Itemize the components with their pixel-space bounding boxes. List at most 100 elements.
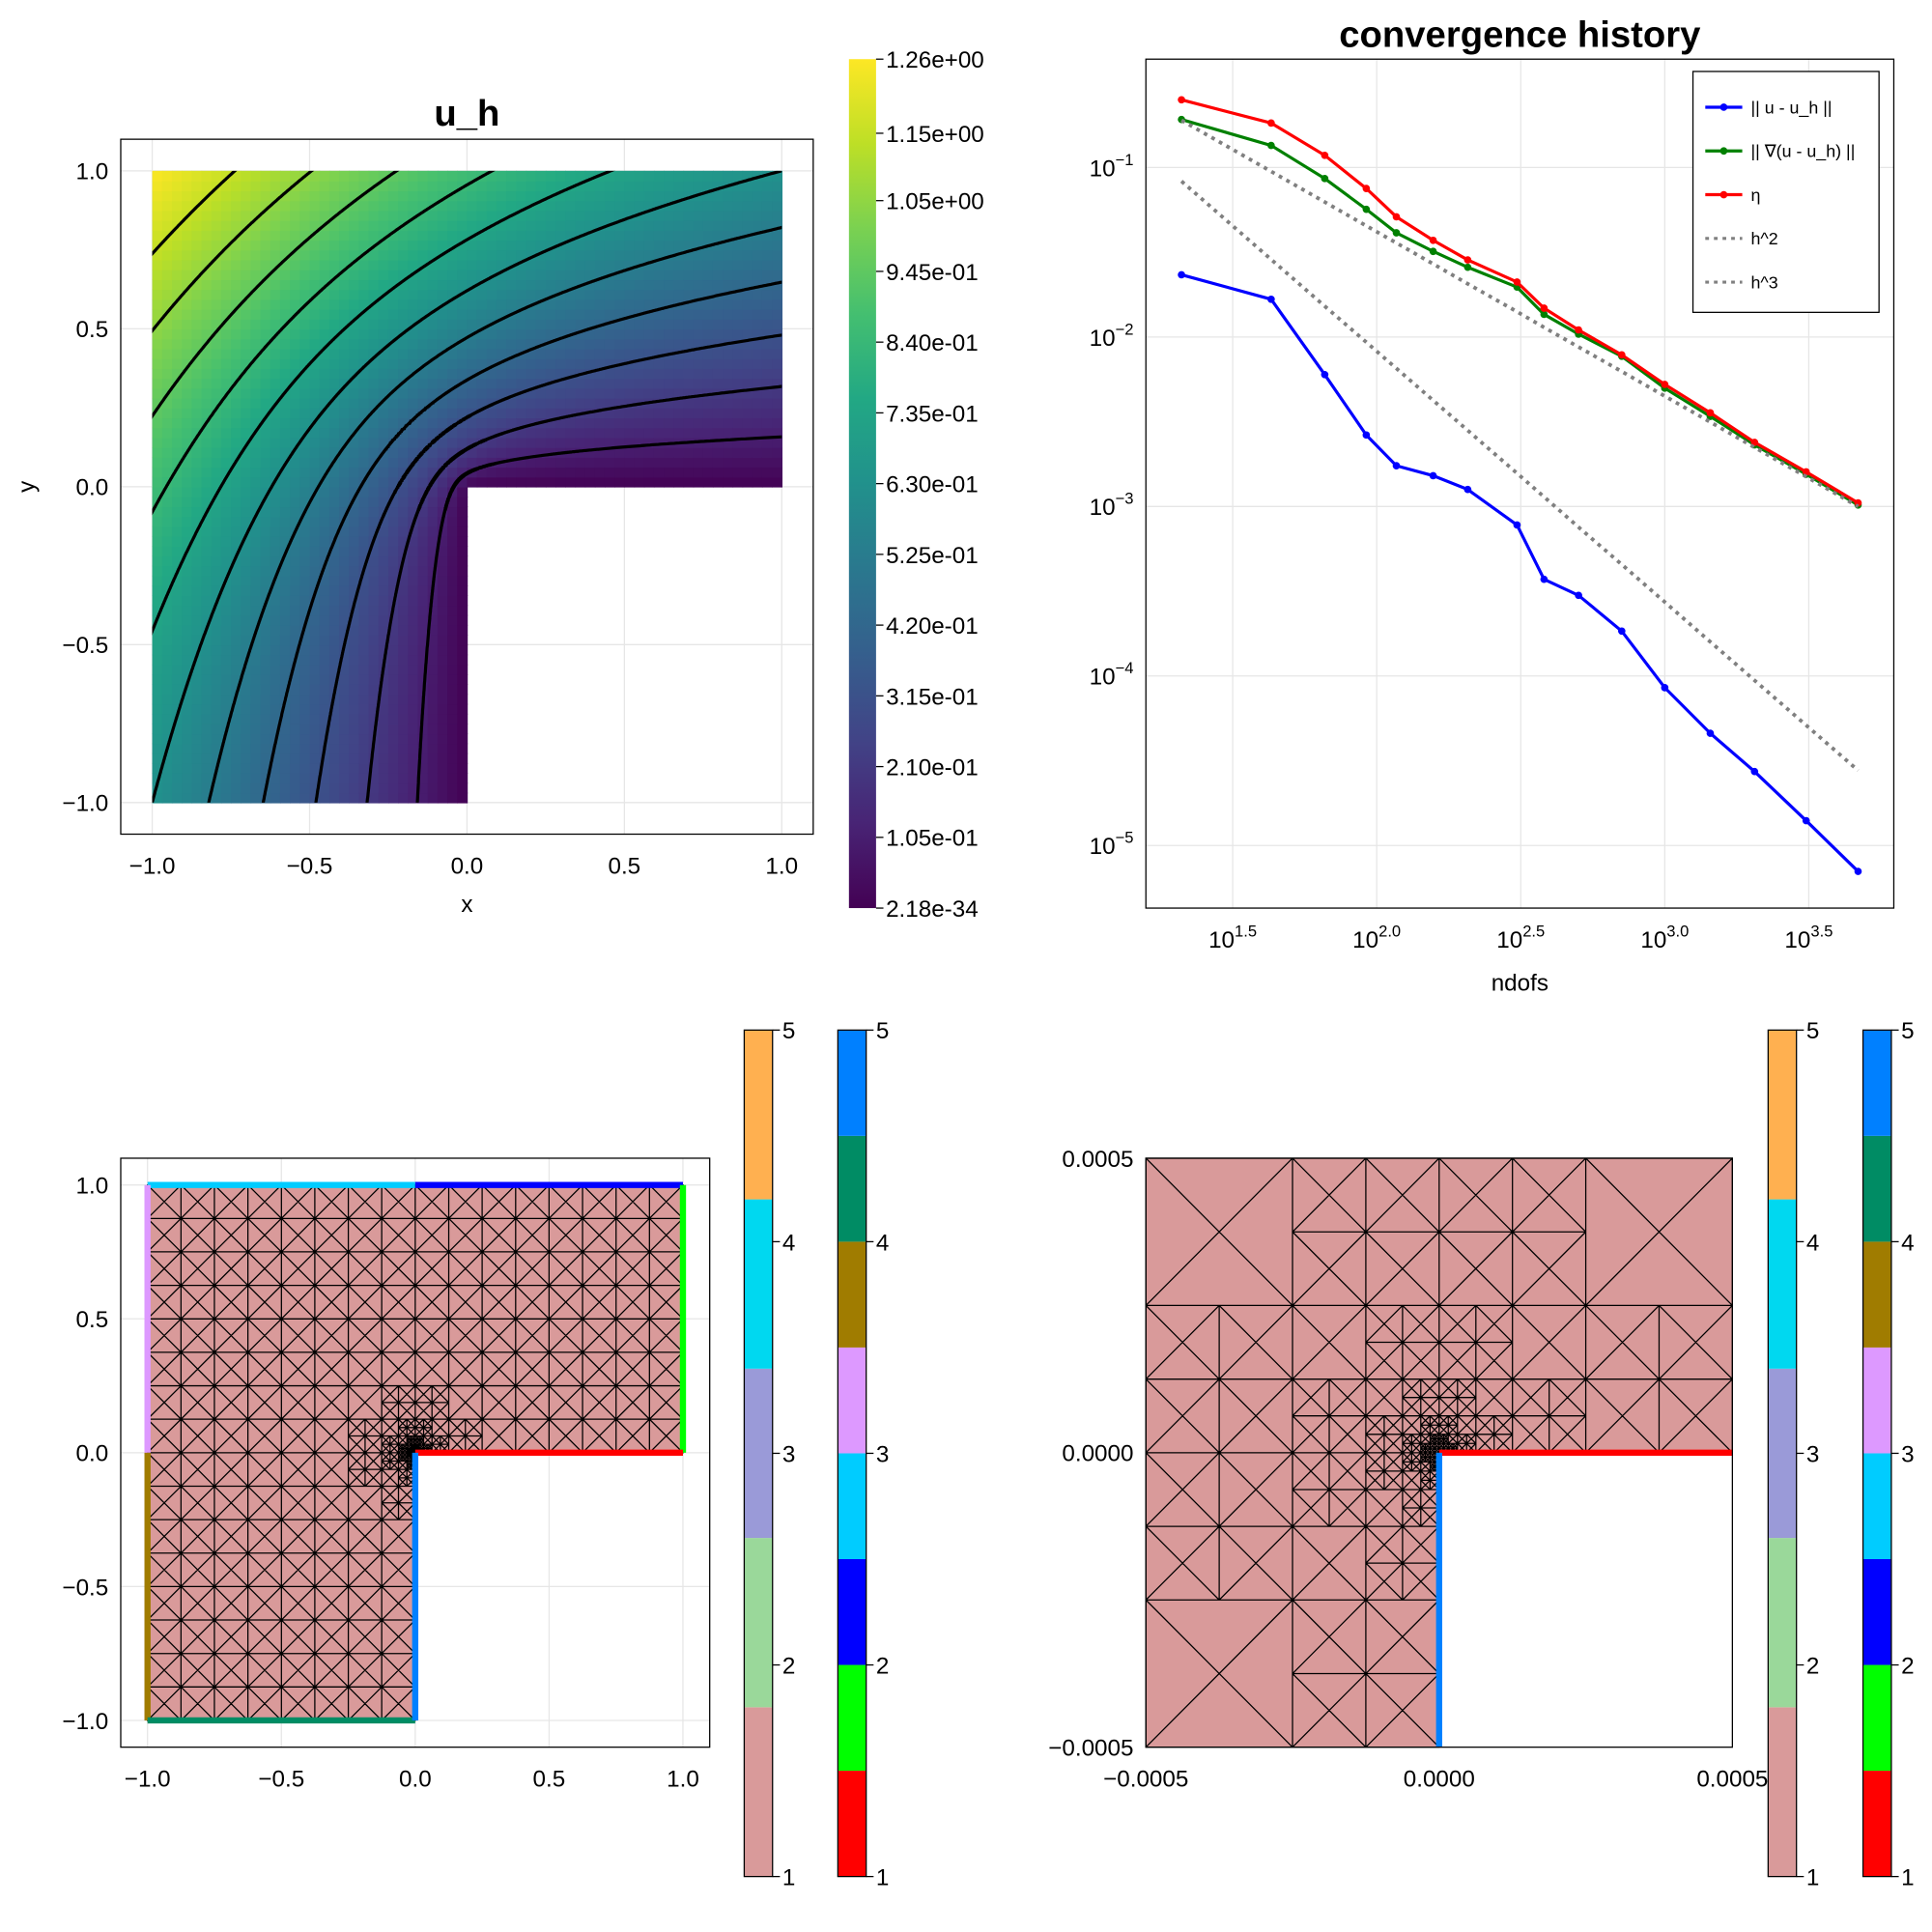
field-cell (437, 446, 448, 458)
field-cell (299, 240, 311, 251)
field-cell (398, 289, 410, 300)
field-cell (378, 497, 389, 508)
field-cell (231, 219, 242, 231)
field-cell (241, 200, 252, 212)
field-cell (437, 575, 448, 586)
field-cell (535, 219, 547, 231)
field-cell (211, 200, 222, 212)
field-cell (457, 585, 469, 596)
field-cell (241, 703, 252, 715)
field-cell (270, 792, 281, 804)
field-cell (152, 762, 163, 774)
field-cell (319, 476, 330, 488)
field-cell (339, 219, 350, 231)
field-cell (742, 397, 753, 409)
field-cell (437, 328, 448, 340)
field-cell (526, 417, 537, 429)
field-cell (319, 397, 330, 409)
field-cell (211, 654, 222, 666)
field-cell (742, 200, 753, 212)
field-cell (575, 210, 586, 221)
field-cell (387, 476, 399, 488)
field-cell (250, 635, 262, 646)
field-cell (467, 348, 478, 359)
field-cell (211, 298, 222, 310)
field-cell (241, 713, 252, 724)
field-cell (339, 486, 350, 497)
field-cell (526, 190, 537, 202)
field-cell (191, 378, 203, 389)
field-cell (545, 446, 556, 458)
field-cell (604, 170, 615, 182)
colorbar-tick-label: 3 (1901, 1441, 1914, 1467)
field-cell (378, 614, 389, 626)
field-cell (742, 181, 753, 192)
field-cell (555, 378, 567, 389)
field-cell (182, 457, 193, 469)
field-cell (201, 249, 213, 261)
field-cell (378, 624, 389, 636)
field-cell (191, 635, 203, 646)
field-cell (349, 585, 360, 596)
field-cell (182, 782, 193, 794)
field-cell (358, 673, 370, 685)
field-cell (712, 457, 724, 469)
field-cell (417, 664, 429, 675)
field-cell (398, 210, 410, 221)
field-cell (417, 279, 429, 291)
field-cell (761, 328, 773, 340)
field-cell (594, 446, 606, 458)
field-cell (476, 279, 488, 291)
field-cell (309, 181, 321, 192)
field-cell (437, 437, 448, 448)
field-cell (290, 387, 301, 399)
field-cell (565, 408, 577, 419)
field-cell (368, 585, 380, 596)
field-cell (387, 368, 399, 380)
field-cell (260, 713, 271, 724)
field-cell (319, 338, 330, 350)
field-cell (358, 724, 370, 735)
field-cell (437, 724, 448, 735)
field-cell (516, 249, 527, 261)
field-cell (447, 624, 459, 636)
field-cell (653, 397, 665, 409)
field-cell (299, 279, 311, 291)
field-cell (447, 713, 459, 724)
field-cell (427, 555, 439, 567)
field-cell (752, 289, 763, 300)
field-cell (171, 170, 183, 182)
field-cell (457, 319, 469, 330)
field-cell (614, 308, 626, 320)
colorbar-tick-label: 1.05e-01 (886, 826, 979, 852)
field-cell (437, 476, 448, 488)
field-cell (526, 397, 537, 409)
field-cell (241, 535, 252, 547)
field-cell (368, 555, 380, 567)
field-cell (309, 762, 321, 774)
field-cell (712, 181, 724, 192)
field-cell (427, 516, 439, 527)
field-cell (398, 397, 410, 409)
field-cell (723, 476, 734, 488)
field-cell (417, 762, 429, 774)
field-cell (250, 230, 262, 242)
field-cell (427, 240, 439, 251)
field-cell (279, 506, 291, 518)
field-cell (575, 319, 586, 330)
field-cell (241, 210, 252, 221)
field-cell (772, 249, 783, 261)
field-cell (683, 368, 695, 380)
field-cell (408, 733, 419, 745)
field-cell (171, 279, 183, 291)
data-point (1750, 439, 1759, 446)
field-cell (496, 190, 507, 202)
field-cell (398, 605, 410, 616)
field-cell (152, 190, 163, 202)
field-cell (191, 575, 203, 586)
field-cell (673, 308, 685, 320)
field-cell (653, 181, 665, 192)
field-cell (457, 654, 469, 666)
field-cell (211, 644, 222, 656)
field-cell (231, 565, 242, 577)
